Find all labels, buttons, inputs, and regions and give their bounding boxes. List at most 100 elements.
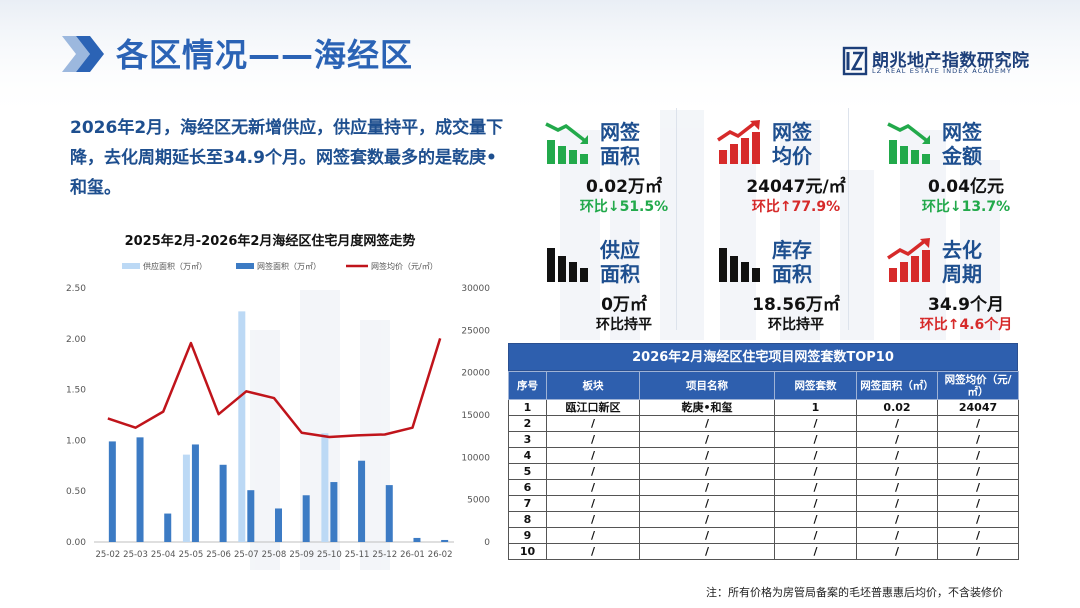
legend-label-price: 网签均价（元/㎡）	[371, 261, 438, 271]
signed-area-bar	[219, 464, 227, 542]
table-row: 2// / / /	[508, 415, 1019, 432]
table-cell: /	[774, 415, 857, 432]
table-row: 4// / / /	[508, 447, 1019, 464]
table-cell: /	[774, 479, 857, 496]
table-title: 2026年2月海经区住宅项目网签套数TOP10	[508, 343, 1018, 371]
signed-area-bar	[108, 441, 116, 542]
table-cell: /	[639, 495, 775, 512]
kpi-label: 网签均价	[772, 120, 812, 168]
kpi-card: 网签金额 0.04亿元 环比↓13.7%	[886, 120, 1046, 228]
table-cell: 瓯江口新区	[546, 399, 640, 416]
table-cell: 7	[508, 495, 547, 512]
table-row: 10// / / /	[508, 543, 1019, 560]
table-cell: 乾庚•和玺	[639, 399, 775, 416]
table-cell: /	[856, 415, 938, 432]
kpi-change: 环比持平	[768, 317, 824, 333]
table-cell: /	[856, 543, 938, 560]
table-cell: /	[546, 495, 640, 512]
table-cell: /	[546, 479, 640, 496]
y-right-tick-label: 20000	[461, 369, 490, 379]
table-cell: /	[856, 431, 938, 448]
kpi-label: 供应面积	[600, 238, 640, 286]
table-row: 6// / / /	[508, 479, 1019, 496]
x-tick-label: 26-02	[428, 550, 453, 560]
table-cell: 1	[774, 399, 857, 416]
kpi-card: 供应面积 0万㎡ 环比持平	[544, 238, 704, 346]
table-cell: /	[774, 431, 857, 448]
legend-swatch-supply	[122, 263, 140, 269]
double-chevron-icon	[62, 36, 104, 72]
page-title: 各区情况——海经区	[116, 36, 414, 74]
y-right-tick-label: 15000	[461, 411, 490, 421]
table-cell: /	[856, 495, 938, 512]
y-left-tick-label: 0.00	[66, 538, 86, 548]
table-cell: /	[639, 415, 775, 432]
footnote: 注：所有价格为房管局备案的毛坯普惠惠后均价，不含装修价	[706, 586, 1003, 599]
table-cell: /	[856, 527, 938, 544]
kpi-label: 网签面积	[600, 120, 640, 168]
y-left-tick-label: 2.50	[66, 284, 86, 294]
supply-bar	[238, 311, 246, 542]
kpi-label: 去化周期	[942, 238, 982, 286]
supply-bar	[321, 433, 329, 542]
y-right-tick-label: 25000	[461, 326, 490, 336]
legend-swatch-signed	[236, 263, 254, 269]
summary-text: 2026年2月，海经区无新增供应，供应量持平，成交量下降，去化周期延长至34.9…	[70, 118, 504, 198]
x-tick-label: 25-06	[206, 550, 231, 560]
signed-area-bar	[164, 513, 172, 542]
table-row: 5// / / /	[508, 463, 1019, 480]
table-header-cell: 网签面积（㎡）	[856, 371, 938, 400]
logo-text-cn: 朗兆地产指数研究院	[872, 51, 1030, 71]
trend-down-icon	[545, 122, 588, 164]
table-header-cell: 项目名称	[639, 371, 775, 400]
table-cell: 5	[508, 463, 547, 480]
kpi-change: 环比↓51.5%	[579, 199, 669, 215]
kpi-value: 0.02万㎡	[586, 177, 662, 197]
signed-area-bar	[385, 485, 393, 542]
table-cell: /	[546, 431, 640, 448]
table-row: 8// / / /	[508, 511, 1019, 528]
table-cell: /	[546, 415, 640, 432]
price-line	[107, 338, 442, 439]
kpi-label: 网签金额	[942, 120, 982, 168]
table-cell: /	[774, 495, 857, 512]
table-cell: /	[937, 415, 1019, 432]
x-tick-label: 25-11	[345, 550, 370, 560]
signed-area-bar	[191, 444, 199, 542]
table-cell: 3	[508, 431, 547, 448]
table-row: 3// / / /	[508, 431, 1019, 448]
table-row: 9// / / /	[508, 527, 1019, 544]
table-cell: /	[856, 463, 938, 480]
table-cell: /	[774, 527, 857, 544]
legend-label-signed: 网签面积（万㎡）	[257, 261, 321, 271]
table-cell: /	[639, 431, 775, 448]
y-right-tick-label: 5000	[467, 496, 490, 506]
table-cell: 10	[508, 543, 547, 560]
table-cell: /	[937, 431, 1019, 448]
table-cell: /	[774, 543, 857, 560]
y-left-tick-label: 1.00	[66, 436, 86, 446]
table-header-row: 序号 板块 项目名称 网签套数 网签面积（㎡） 网签均价（元/㎡）	[508, 371, 1019, 400]
table-cell: /	[937, 447, 1019, 464]
kpi-change: 环比↑77.9%	[751, 199, 841, 215]
y-left-tick-label: 0.50	[66, 487, 86, 497]
legend-label-supply: 供应面积（万㎡）	[143, 261, 207, 271]
x-tick-label: 25-02	[95, 550, 120, 560]
table-cell: /	[856, 447, 938, 464]
table-header-cell: 板块	[546, 371, 640, 400]
table-cell: /	[937, 527, 1019, 544]
table-header-cell: 网签套数	[774, 371, 857, 400]
logo-mark-icon	[842, 46, 868, 76]
table-cell: /	[639, 463, 775, 480]
table-cell: /	[774, 447, 857, 464]
table-cell: /	[937, 495, 1019, 512]
monthly-trend-chart: 0.00 0.50 1.00 1.50 2.00 2.50 0 5000 10000 15000 2…	[66, 261, 490, 560]
x-tick-label: 25-05	[179, 550, 204, 560]
kpi-card: 库存面积 18.56万㎡ 环比持平	[716, 238, 876, 346]
table-cell: /	[546, 543, 640, 560]
table-cell: 1	[508, 399, 547, 416]
x-tick-label: 25-03	[123, 550, 148, 560]
y-left-tick-label: 2.00	[66, 335, 86, 345]
kpi-value: 24047元/㎡	[746, 177, 846, 197]
table-cell: /	[937, 463, 1019, 480]
